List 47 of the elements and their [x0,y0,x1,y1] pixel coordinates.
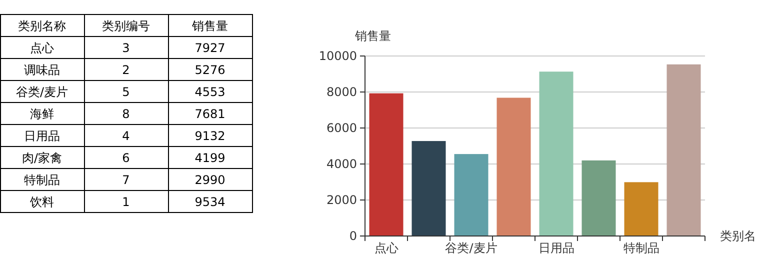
bar [496,98,531,236]
text: 2 [122,63,130,77]
bar [369,93,404,236]
text: 3 [122,41,130,55]
text: 7681 [194,107,226,121]
y-tick-label: 6000 [326,121,357,135]
bar [412,141,446,236]
bar [454,154,488,236]
x-tick-label: 日用品 [538,241,574,255]
bar [624,182,658,236]
text: 日用品 [24,129,60,143]
text: 6 [122,151,130,165]
bar [539,72,574,236]
y-tick-label: 0 [349,229,357,243]
category-label: 类别名称 [18,19,66,33]
text: 1 [122,195,130,209]
text: 7 [122,173,130,187]
text: 谷类/麦片 [16,85,68,99]
x-axis-title: 类别名 [720,229,756,243]
category-label: 类别编号 [102,19,150,33]
text: 5276 [194,63,226,77]
y-tick-label: 4000 [326,157,357,171]
text: 点心 [30,41,54,55]
text: 海鲜 [30,107,54,121]
x-tick-label: 特制品 [623,241,660,255]
text: 8 [122,107,130,121]
text: 调味品 [24,63,60,77]
text: 2990 [194,173,226,187]
text: 9132 [194,129,226,143]
text: 7927 [194,41,226,55]
x-tick-label: 点心 [374,241,398,255]
bar [582,160,616,236]
category-label: 销售量 [191,19,228,33]
text: 5 [122,85,130,99]
text: 4 [122,129,130,143]
y-axis-title: 销售量 [354,29,391,43]
x-tick-label: 谷类/麦片 [445,241,498,255]
text: 4199 [194,151,226,165]
text: 特制品 [24,173,60,187]
text: 肉/家禽 [22,151,62,165]
text: 9534 [194,195,226,209]
y-tick-label: 2000 [326,193,357,207]
y-tick-label: 10000 [318,49,357,63]
text: 饮料 [29,195,54,209]
text: 4553 [194,85,226,99]
y-tick-label: 8000 [326,85,357,99]
bar [666,64,701,236]
